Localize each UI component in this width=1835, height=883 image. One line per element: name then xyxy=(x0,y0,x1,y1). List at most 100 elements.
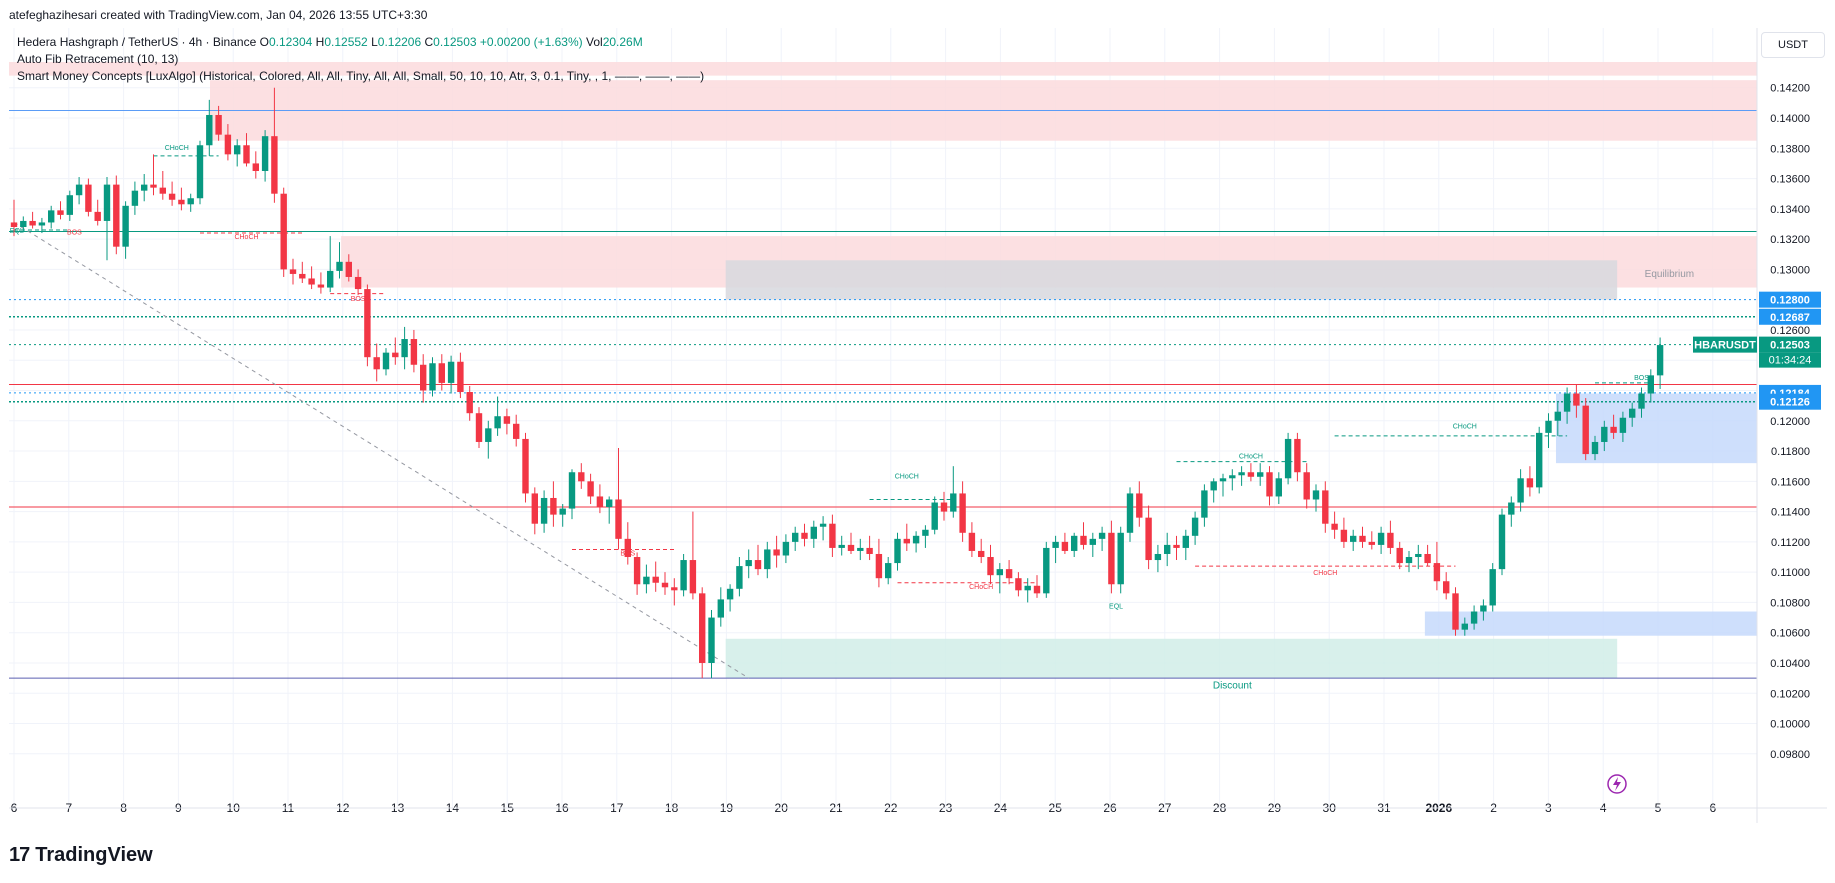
order-block-bullish-low xyxy=(1424,611,1757,636)
candle-body xyxy=(708,617,715,663)
candle-body xyxy=(1210,481,1217,491)
candle-body xyxy=(1154,553,1162,561)
candle-body xyxy=(457,361,464,393)
smc-label: CHoCH xyxy=(165,145,189,152)
candle-body xyxy=(20,220,27,228)
candle-body xyxy=(1098,532,1106,539)
smc-label: Equilibrium xyxy=(1645,269,1694,280)
candle-body xyxy=(1331,523,1338,530)
discount-zone xyxy=(725,638,1618,679)
candle-body xyxy=(717,599,724,618)
candle-body xyxy=(392,352,399,358)
countdown-tag-label: 01:34:24 xyxy=(1769,355,1812,367)
candle-body xyxy=(1071,535,1078,551)
candle-body xyxy=(1368,541,1375,545)
candle-body xyxy=(1424,553,1431,564)
indicator-fib-legend[interactable]: Auto Fib Retracement (10, 13) xyxy=(17,52,179,66)
candle-body xyxy=(587,481,594,497)
lightning-icon[interactable] xyxy=(1607,774,1627,794)
candle-body xyxy=(1229,475,1236,479)
candle-body xyxy=(29,220,36,226)
smc-label: EQL xyxy=(1109,603,1123,610)
candle-body xyxy=(940,502,948,512)
candle-body xyxy=(550,497,557,515)
candle-body xyxy=(745,560,752,567)
candle-body xyxy=(1610,426,1617,433)
candle-body xyxy=(1443,581,1450,594)
candle-body xyxy=(847,544,855,551)
y-tick-label: 0.10400 xyxy=(1770,658,1810,670)
candle-body xyxy=(987,557,994,576)
candle-body xyxy=(1601,426,1608,442)
close-value: 0.12503 xyxy=(433,35,477,49)
lightning-icon-bolt xyxy=(1613,777,1621,791)
tv-logo-text: TradingView xyxy=(35,843,153,866)
candle-body xyxy=(1061,541,1069,551)
candle-body xyxy=(1201,490,1208,518)
smc-label: BOS xyxy=(1634,375,1649,382)
annotations-layer: Equilibrium Discount EQL BOS CHoCH CHoCH BOS BO… xyxy=(10,145,1694,794)
candle-body xyxy=(364,289,371,358)
candle-body xyxy=(699,593,706,663)
y-tick-label: 0.13400 xyxy=(1770,204,1810,216)
price-tags-layer: 0.128000.126870.125030.121840.12126HBARU… xyxy=(1693,291,1821,410)
y-tick-label: 0.10200 xyxy=(1770,688,1810,700)
symbol-title[interactable]: Hedera Hashgraph / TetherUS · 4h · Binan… xyxy=(17,35,257,49)
price-tag-label: 0.12503 xyxy=(1770,340,1810,352)
currency-button[interactable]: USDT xyxy=(1761,32,1825,58)
candle-body xyxy=(1275,478,1282,497)
smc-label: BOS xyxy=(620,550,635,557)
candle-body xyxy=(1629,408,1636,418)
candle-body xyxy=(159,187,166,194)
candle-body xyxy=(1415,553,1422,558)
change-value: +0.00200 (+1.63%) xyxy=(479,35,583,49)
candle-body xyxy=(513,423,520,439)
open-value: 0.12304 xyxy=(268,35,313,49)
candle-body xyxy=(103,184,111,221)
candle-body xyxy=(1089,538,1096,545)
candle-body xyxy=(420,364,427,391)
candle-body xyxy=(187,198,194,205)
symbol-legend[interactable]: Hedera Hashgraph / TetherUS · 4h · Binan… xyxy=(17,35,643,49)
high-value: 0.12552 xyxy=(324,35,368,49)
candle-body xyxy=(410,339,418,365)
candle-body xyxy=(1284,438,1292,479)
y-tick-label: 0.13200 xyxy=(1770,234,1810,246)
candle-body xyxy=(810,526,817,539)
y-tick-label: 0.11200 xyxy=(1771,537,1810,549)
candle-body xyxy=(327,270,334,288)
price-tag-label: 0.12126 xyxy=(1770,397,1810,409)
smc-label: Discount xyxy=(1213,681,1252,692)
grid-layer xyxy=(9,28,1757,808)
candle-body xyxy=(1387,532,1394,548)
volume-label: Vol xyxy=(586,35,603,49)
lightning-icon-ring xyxy=(1607,774,1627,794)
candle-body xyxy=(1359,535,1366,542)
candle-body xyxy=(1312,490,1320,500)
y-tick-label: 0.13800 xyxy=(1770,143,1810,155)
y-tick-label: 0.10000 xyxy=(1770,719,1810,731)
low-value: 0.12206 xyxy=(377,35,422,49)
candle-body xyxy=(475,413,483,442)
candle-body xyxy=(1573,393,1580,406)
y-tick-label: 0.11000 xyxy=(1771,567,1810,579)
smc-label: CHoCH xyxy=(234,234,258,241)
candle-body xyxy=(782,541,790,556)
candle-body xyxy=(1480,605,1487,612)
candle-body xyxy=(317,284,325,288)
price-tag-bg xyxy=(1759,393,1821,410)
candle-body xyxy=(271,136,278,194)
candle-body xyxy=(485,428,492,442)
candle-body xyxy=(1238,472,1245,476)
candle-body xyxy=(875,553,883,579)
price-tag-label: 0.12687 xyxy=(1770,312,1810,324)
y-tick-label: 0.11600 xyxy=(1771,476,1810,488)
candle-body xyxy=(243,145,250,164)
candle-body xyxy=(1145,517,1152,561)
candle-body xyxy=(1257,472,1264,477)
candle-body xyxy=(773,549,780,556)
tradingview-logo: 17 TradingView xyxy=(9,842,153,868)
order-block-bullish-right xyxy=(1555,393,1757,464)
indicator-smc-legend[interactable]: Smart Money Concepts [LuxAlgo] (Historic… xyxy=(17,69,705,83)
